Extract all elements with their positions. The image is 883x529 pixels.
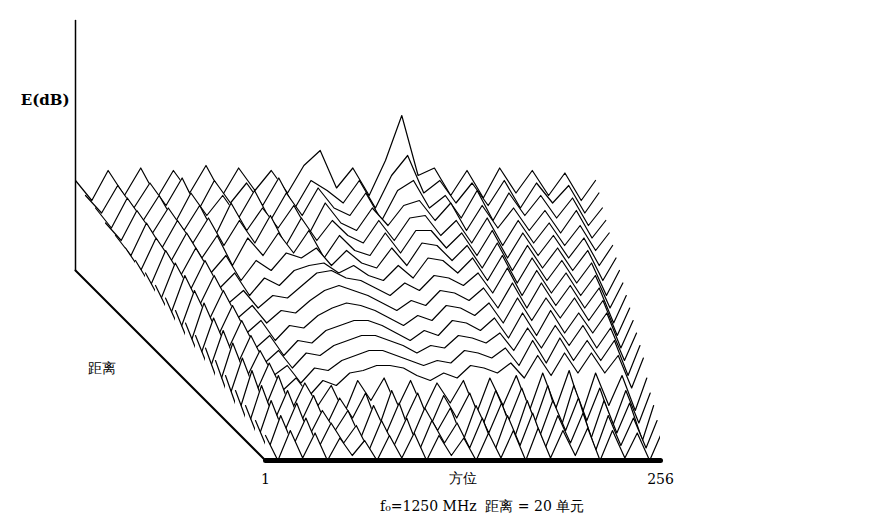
html-text:f₀=1250 MHz 距离 = 20 单元: f₀=1250 MHz 距离 = 20 单元 bbox=[380, 498, 585, 514]
svg-text:距离: 距离 bbox=[88, 360, 116, 376]
svg-text:1: 1 bbox=[261, 471, 270, 487]
svg-text:方位: 方位 bbox=[449, 470, 477, 486]
svg-text:E(dB): E(dB) bbox=[21, 91, 70, 109]
svg-text:256: 256 bbox=[647, 471, 674, 487]
